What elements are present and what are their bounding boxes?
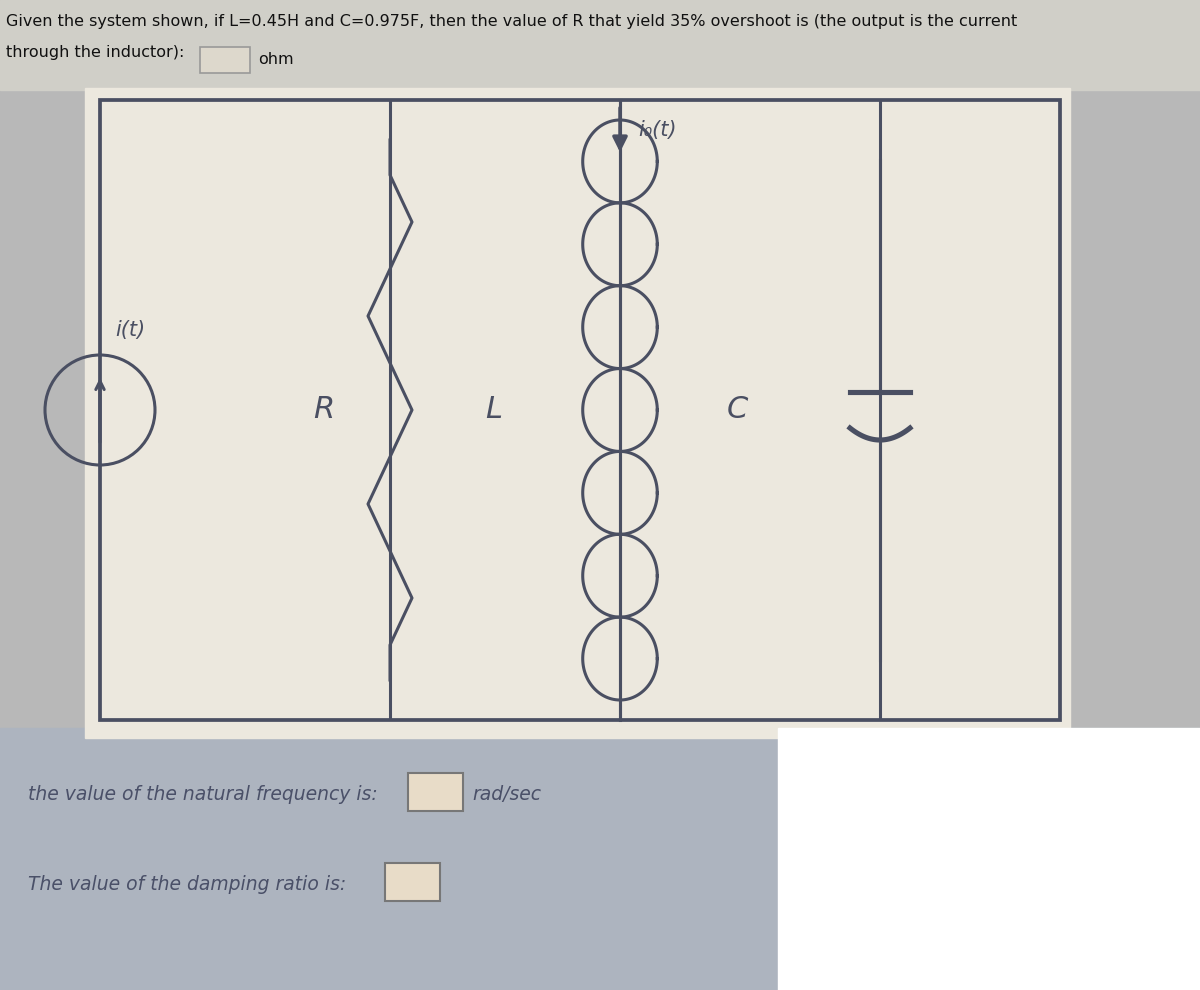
Text: ohm: ohm [258,52,294,67]
Bar [0,728,1200,990]
Text: L: L [485,395,502,425]
Bar [85,88,1070,738]
Text: the value of the natural frequency is:: the value of the natural frequency is: [28,785,378,805]
Text: R: R [313,395,334,425]
Bar [0,0,1200,90]
Bar [385,863,440,901]
Text: i(t): i(t) [115,320,145,340]
Text: C: C [726,395,748,425]
Bar [200,47,250,73]
Text: through the inductor):: through the inductor): [6,45,185,60]
Bar [100,100,1060,720]
Text: i₀(t): i₀(t) [638,120,677,140]
Text: The value of the damping ratio is:: The value of the damping ratio is: [28,875,347,895]
Text: rad/sec: rad/sec [472,785,541,805]
Bar [408,773,463,811]
Bar [778,728,1200,990]
Text: Given the system shown, if L=0.45H and C=0.975F, then the value of R that yield : Given the system shown, if L=0.45H and C… [6,14,1018,29]
